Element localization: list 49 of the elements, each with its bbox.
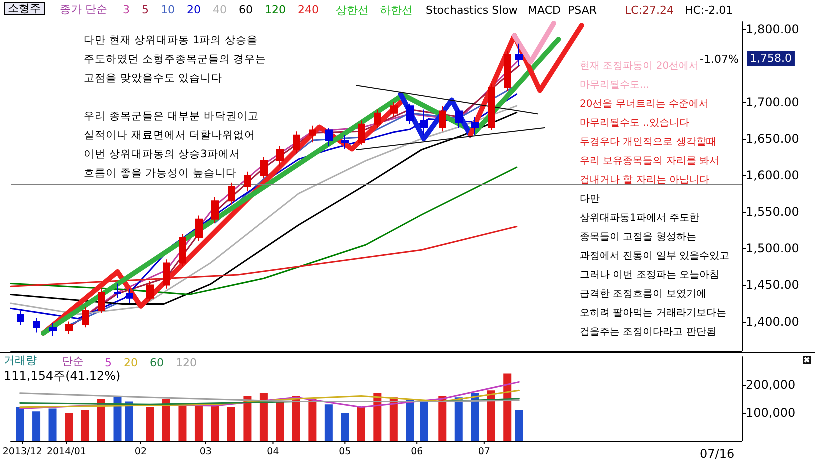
- text: 하한선: [380, 4, 413, 17]
- annotation: 20선을 무너트리는 수준에서 마무리될수도 ..있습니다 두경우다 개인적으로 생각할때 우리 보유종목들의 자리를 봐서 겁내거나 할 자리는 아닙니다: [580, 99, 720, 186]
- annotation: 현재 조정파동이 20선에서 마무리될수도...: [580, 61, 700, 91]
- text: PSAR: [568, 4, 598, 17]
- x-tick-label: 02: [134, 446, 147, 458]
- chart-title: 소형주: [8, 2, 41, 15]
- y-tick-label: 1,700.00: [746, 95, 800, 110]
- text: LC:27.24: [625, 4, 674, 17]
- y-tick-label: 1,450.00: [746, 278, 800, 292]
- x-tick-label: 03: [200, 446, 212, 458]
- y-tick-label: 1,650.00: [746, 132, 800, 146]
- annotation: 111,154주(41.12%): [4, 369, 121, 383]
- x-tick-label: 2014/01: [46, 446, 86, 458]
- x-tick-label: 05: [339, 446, 352, 458]
- text: 60: [150, 356, 164, 370]
- text: 상한선: [336, 4, 369, 17]
- text: 20: [186, 4, 201, 16]
- text: 07/16: [700, 447, 735, 461]
- x-tick-label: 04: [267, 446, 280, 458]
- text: 40: [212, 4, 227, 16]
- legend-title: 종가 단순: [60, 3, 108, 16]
- text: 240: [298, 4, 319, 16]
- y-tick-label: 1,800.00: [746, 22, 800, 36]
- y-tick-label: 1,600.00: [746, 168, 800, 183]
- text: 1,758.0: [750, 52, 792, 65]
- y-tick-label: 1,400.00: [746, 314, 800, 329]
- text: 3: [123, 4, 130, 16]
- y-tick-label: 1,550.00: [746, 205, 800, 220]
- text: 20: [124, 356, 138, 370]
- chart-title: 거래량: [4, 354, 37, 367]
- x-tick-label: 2013/12: [2, 446, 42, 458]
- text: Stochastics Slow: [426, 4, 518, 17]
- y-tick-label: 200,000: [746, 378, 796, 392]
- text: 10: [160, 4, 175, 16]
- x-tick-label: 06: [411, 446, 424, 458]
- text: HC:-2.01: [685, 4, 734, 17]
- annotation: 다만 상위대파동1파에서 주도한 종목들이 고점을 형성하는 과정에서 진통이 일부 있을수있고 그러나 이번 조정파는 오늘아침 급격한 조정흐름이 보였기에 오히려 팔아먹는 거래라기보다는 겁을주는 조정이다라고 판단됨: [580, 194, 730, 338]
- y-tick-label: 100,000: [746, 406, 796, 420]
- text: 120: [264, 4, 286, 16]
- legend-title: 단순: [62, 355, 84, 368]
- annotation: -1.07%: [700, 53, 739, 66]
- text: 120: [176, 356, 197, 370]
- text: 5: [142, 4, 149, 16]
- text: MACD: [528, 4, 561, 17]
- y-tick-label: 1,500.00: [746, 242, 800, 256]
- text: 다만 현재 상위대파동 1파의 상승을 주도하였던 소형주종목군들의 경우는 고점을 맞았을수도 있습니다 우리 종목군들은 대부분 바닥권이고 실적이나 재료면에서 더할나위없어 이번 상위대파동의 상승3파에서 흐름이 좋을 가능성이 높습니다: [84, 34, 267, 180]
- x-tick-label: 07: [478, 446, 490, 458]
- text: 5: [105, 356, 112, 370]
- text: 60: [238, 4, 253, 16]
